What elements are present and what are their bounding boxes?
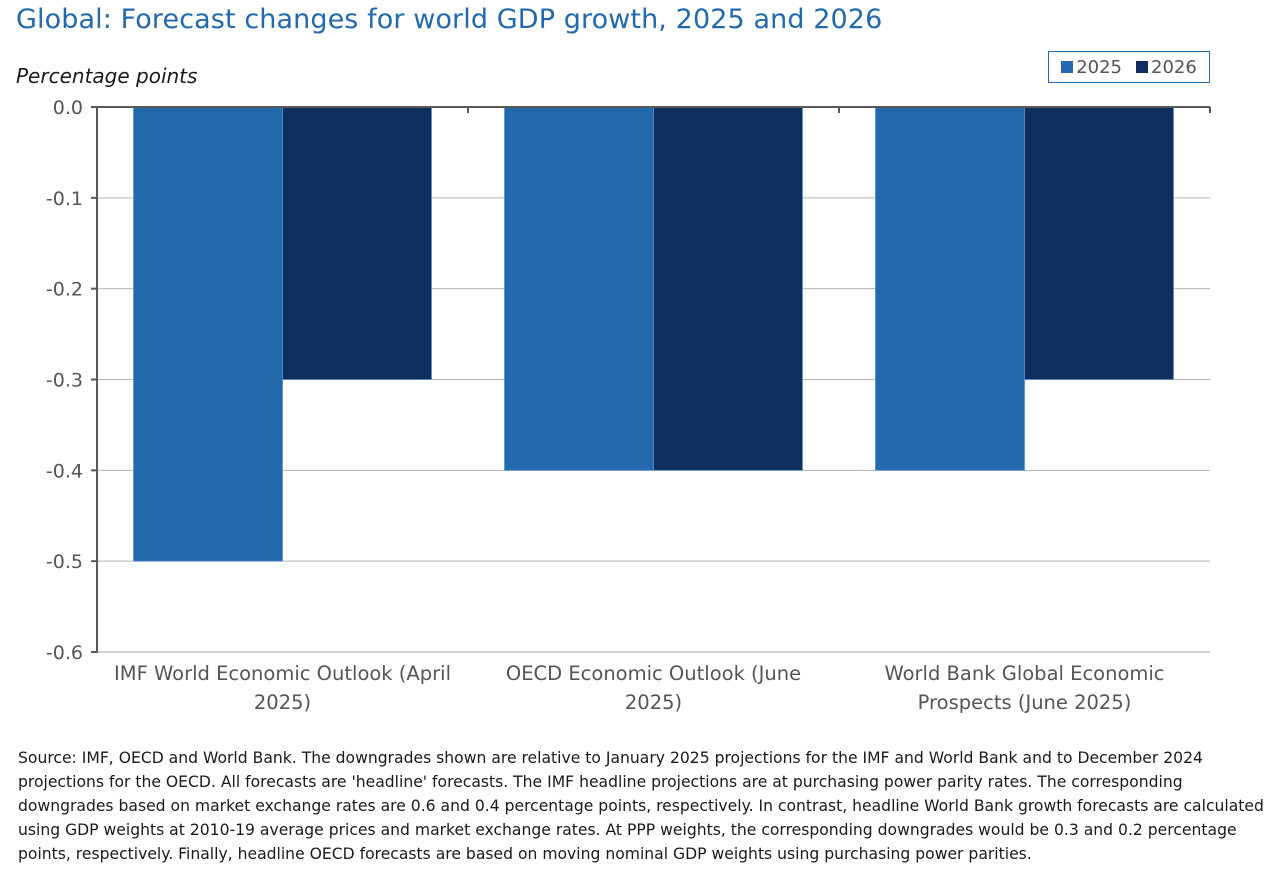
source-note: Source: IMF, OECD and World Bank. The do… bbox=[18, 749, 1264, 863]
y-tick-label: -0.1 bbox=[46, 188, 83, 210]
y-tick-label: -0.6 bbox=[46, 642, 83, 664]
legend-swatch-2026 bbox=[1136, 61, 1148, 73]
legend-item-2026: 2026 bbox=[1136, 57, 1197, 78]
y-tick-label: -0.5 bbox=[46, 551, 83, 573]
bar-2026-3 bbox=[1024, 106, 1174, 380]
chart-title: Global: Forecast changes for world GDP g… bbox=[16, 4, 883, 35]
legend-label-2026: 2026 bbox=[1151, 56, 1197, 78]
bar-2026-2 bbox=[653, 106, 803, 471]
bar-2025-3 bbox=[875, 106, 1025, 471]
legend-label-2025: 2025 bbox=[1076, 56, 1122, 78]
x-tick-label: IMF World Economic Outlook (April 2025) bbox=[114, 662, 451, 714]
legend: 2025 2026 bbox=[1048, 51, 1210, 83]
y-tick-label: 0.0 bbox=[53, 97, 83, 119]
bar-chart: 0.0 -0.1 -0.2 -0.3 -0.4 -0.5 -0.6 IMF World Eco… bbox=[46, 97, 1211, 714]
y-tick-label: -0.4 bbox=[46, 460, 83, 482]
bar-2025-1 bbox=[133, 106, 283, 562]
x-tick-label: World Bank Global Economic Prospects (Jun… bbox=[884, 662, 1164, 714]
legend-swatch-2025 bbox=[1061, 61, 1074, 73]
bar-2026-1 bbox=[282, 106, 432, 380]
y-tick-label: -0.3 bbox=[46, 370, 83, 392]
legend-item-2025: 2025 bbox=[1061, 57, 1122, 78]
y-axis-label: Percentage points bbox=[16, 64, 198, 88]
x-tick-label: OECD Economic Outlook (June 2025) bbox=[506, 662, 801, 714]
bar-2025-2 bbox=[504, 106, 654, 471]
y-tick-label: -0.2 bbox=[46, 279, 83, 301]
